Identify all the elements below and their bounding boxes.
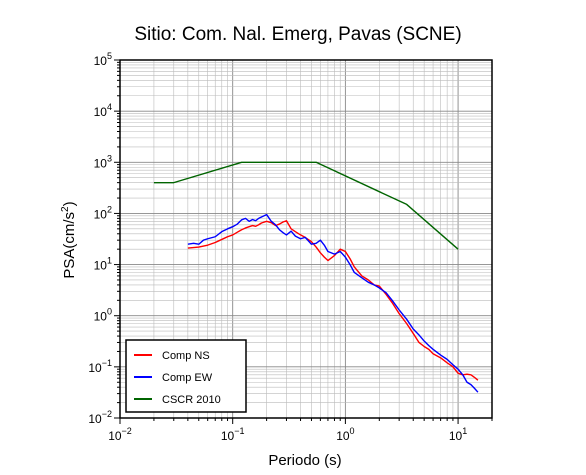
y-tick-label-exponent: −1: [102, 358, 112, 368]
y-tick-label-base: 10: [88, 412, 102, 426]
legend-label-cscr-2010: CSCR 2010: [162, 394, 221, 406]
y-axis-label-sup: 2: [60, 206, 71, 212]
y-axis-label-main: PSA(cm/s: [61, 212, 78, 279]
y-tick-label-exponent: −2: [102, 409, 112, 419]
series-line-comp-ew: [187, 213, 479, 393]
chart-series-lines: [153, 161, 479, 393]
x-tick-label-base: 10: [449, 429, 463, 443]
axis-ticks: [114, 59, 493, 424]
chart-legend: Comp NS Comp EW CSCR 2010: [125, 339, 247, 413]
y-tick-label-exponent: 1: [107, 256, 112, 266]
y-tick-label: 10−1: [88, 358, 112, 375]
y-tick-label: 104: [94, 102, 112, 119]
x-tick-label-base: 10: [221, 429, 235, 443]
chart-title: Sitio: Com. Nal. Emerg, Pavas (SCNE): [134, 24, 461, 45]
x-tick-label-exponent: 1: [462, 426, 467, 436]
series-line-cscr-2010: [153, 161, 459, 250]
y-tick-label-base: 10: [94, 207, 108, 221]
y-tick-label-exponent: 0: [107, 307, 112, 317]
x-tick-label-base: 10: [108, 429, 122, 443]
y-tick-label: 102: [94, 204, 112, 221]
y-tick-label: 101: [94, 256, 112, 273]
legend-label-comp-ew: Comp EW: [162, 372, 213, 384]
x-tick-label: 101: [449, 426, 467, 443]
legend-label-comp-ns: Comp NS: [162, 350, 210, 362]
y-tick-label-base: 10: [94, 310, 108, 324]
y-tick-label: 10−2: [88, 409, 112, 426]
y-tick-label: 100: [94, 307, 112, 324]
y-tick-label-base: 10: [94, 105, 108, 119]
y-tick-label-exponent: 3: [107, 153, 112, 163]
y-tick-label-exponent: 4: [107, 102, 112, 112]
x-tick-label-exponent: 0: [350, 426, 355, 436]
y-tick-label-exponent: 2: [107, 204, 112, 214]
x-tick-label-base: 10: [336, 429, 350, 443]
series-line-comp-ns: [187, 220, 479, 381]
plot-frame: [119, 59, 493, 419]
y-axis-label-close: ): [61, 201, 78, 206]
y-tick-label-base: 10: [94, 156, 108, 170]
x-tick-label-exponent: −1: [234, 426, 244, 436]
y-tick-label: 103: [94, 153, 112, 170]
y-tick-label-base: 10: [88, 361, 102, 375]
y-tick-label-exponent: 5: [107, 51, 112, 61]
y-tick-label-base: 10: [94, 54, 108, 68]
y-tick-label: 105: [94, 51, 112, 68]
x-tick-label: 100: [336, 426, 354, 443]
x-tick-label: 10−1: [221, 426, 245, 443]
y-axis-label: PSA(cm/s2): [60, 201, 78, 278]
y-tick-label-base: 10: [94, 259, 108, 273]
x-tick-label-exponent: −2: [122, 426, 132, 436]
x-tick-label: 10−2: [108, 426, 132, 443]
x-axis-label: Periodo (s): [268, 452, 341, 469]
